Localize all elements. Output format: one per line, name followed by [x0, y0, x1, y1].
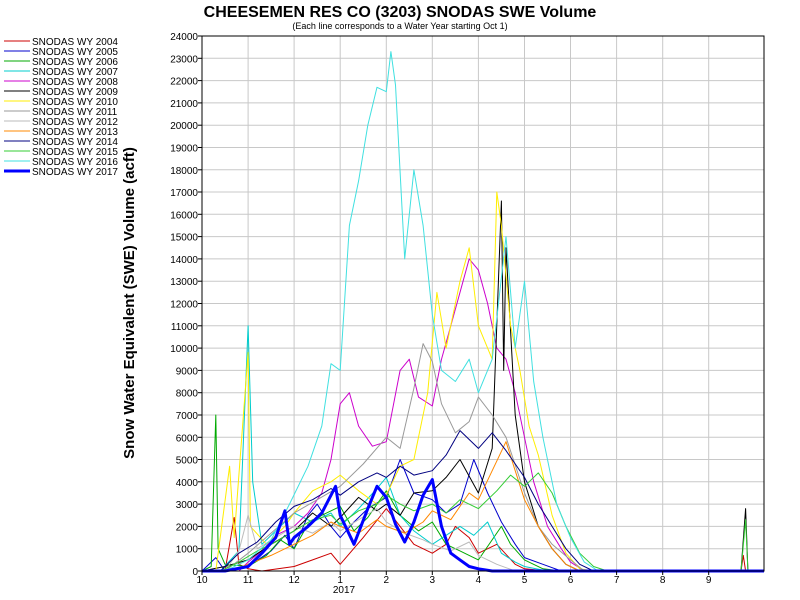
y-axis-label: Snow Water Equivalent (SWE) Volume (acft…	[121, 147, 138, 459]
series-line-snodas-wy-2017	[202, 478, 764, 573]
x-tick-label: 4	[476, 575, 482, 586]
x-tick-label: 5	[522, 575, 528, 586]
series-line-snodas-wy-2016	[202, 51, 764, 572]
y-tick-label: 17000	[170, 188, 198, 199]
y-tick-label: 16000	[170, 210, 198, 221]
y-tick-label: 0	[192, 567, 198, 578]
y-tick-label: 14000	[170, 255, 198, 266]
y-tick-label: 15000	[170, 233, 198, 244]
y-tick-label: 23000	[170, 54, 198, 65]
y-tick-label: 3000	[176, 500, 199, 511]
legend-entry: SNODAS WY 2004	[32, 37, 118, 48]
legend-entry: SNODAS WY 2013	[32, 127, 118, 138]
chart-subtitle: (Each line corresponds to a Water Year s…	[292, 21, 507, 31]
y-tick-label: 6000	[176, 433, 199, 444]
x-tick-label: 12	[289, 575, 301, 586]
x-tick-layer: 10 11 12 1 2 3 4 5 6 7 8 9	[196, 571, 712, 586]
y-tick-label: 9000	[176, 366, 199, 377]
legend-entry: SNODAS WY 2010	[32, 97, 118, 108]
x-tick-label: 10	[196, 575, 208, 586]
x-tick-label: 9	[706, 575, 712, 586]
x-tick-label: 7	[614, 575, 620, 586]
legend-entry: SNODAS WY 2012	[32, 117, 118, 128]
series-line-snodas-wy-2013	[202, 441, 764, 572]
legend-entry: SNODAS WY 2005	[32, 47, 118, 58]
x-tick-label: 6	[568, 575, 574, 586]
series-line-snodas-wy-2007	[202, 325, 764, 572]
series-line-snodas-wy-2014	[202, 430, 764, 572]
legend-entry: SNODAS WY 2008	[32, 77, 118, 88]
x-tick-label: 1	[337, 575, 343, 586]
y-tick-label: 10000	[170, 344, 198, 355]
series-layer	[201, 51, 764, 573]
y-tick-label: 18000	[170, 166, 198, 177]
y-tick-label: 2000	[176, 522, 199, 533]
y-tick-label: 8000	[176, 389, 199, 400]
legend-entry: SNODAS WY 2015	[32, 147, 118, 158]
y-tick-label: 13000	[170, 277, 198, 288]
x-year-label: 2017	[333, 585, 356, 596]
y-tick-label: 11000	[171, 322, 199, 333]
y-tick-label: 5000	[176, 456, 199, 467]
y-tick-label: 7000	[176, 411, 199, 422]
legend-entry: SNODAS WY 2016	[32, 157, 118, 168]
x-tick-label: 11	[243, 575, 254, 586]
y-tick-label: 1000	[176, 545, 199, 556]
series-line-snodas-wy-2012	[202, 508, 764, 572]
x-tick-label: 3	[430, 575, 436, 586]
y-tick-label: 19000	[170, 144, 198, 155]
y-tick-label: 22000	[170, 77, 198, 88]
chart-title: CHEESEMEN RES CO (3203) SNODAS SWE Volum…	[204, 4, 597, 21]
x-tick-label: 8	[660, 575, 666, 586]
x-tick-label: 2	[384, 575, 390, 586]
y-tick-label: 12000	[170, 300, 198, 311]
legend-entry: SNODAS WY 2011	[32, 107, 118, 118]
y-tick-label: 21000	[170, 99, 198, 110]
legend-entry: SNODAS WY 2009	[32, 87, 118, 98]
legend-entry: SNODAS WY 2007	[32, 67, 118, 78]
legend-entry: SNODAS WY 2014	[32, 137, 118, 148]
legend-entry: SNODAS WY 2006	[32, 57, 118, 68]
y-tick-layer: 0 1000 2000 3000 4000 5000 6000 7000 8000 9000 100…	[170, 32, 202, 578]
y-tick-label: 24000	[170, 32, 198, 43]
y-tick-label: 20000	[170, 121, 198, 132]
legend-entry: SNODAS WY 2017	[32, 167, 118, 178]
y-tick-label: 4000	[176, 478, 199, 489]
